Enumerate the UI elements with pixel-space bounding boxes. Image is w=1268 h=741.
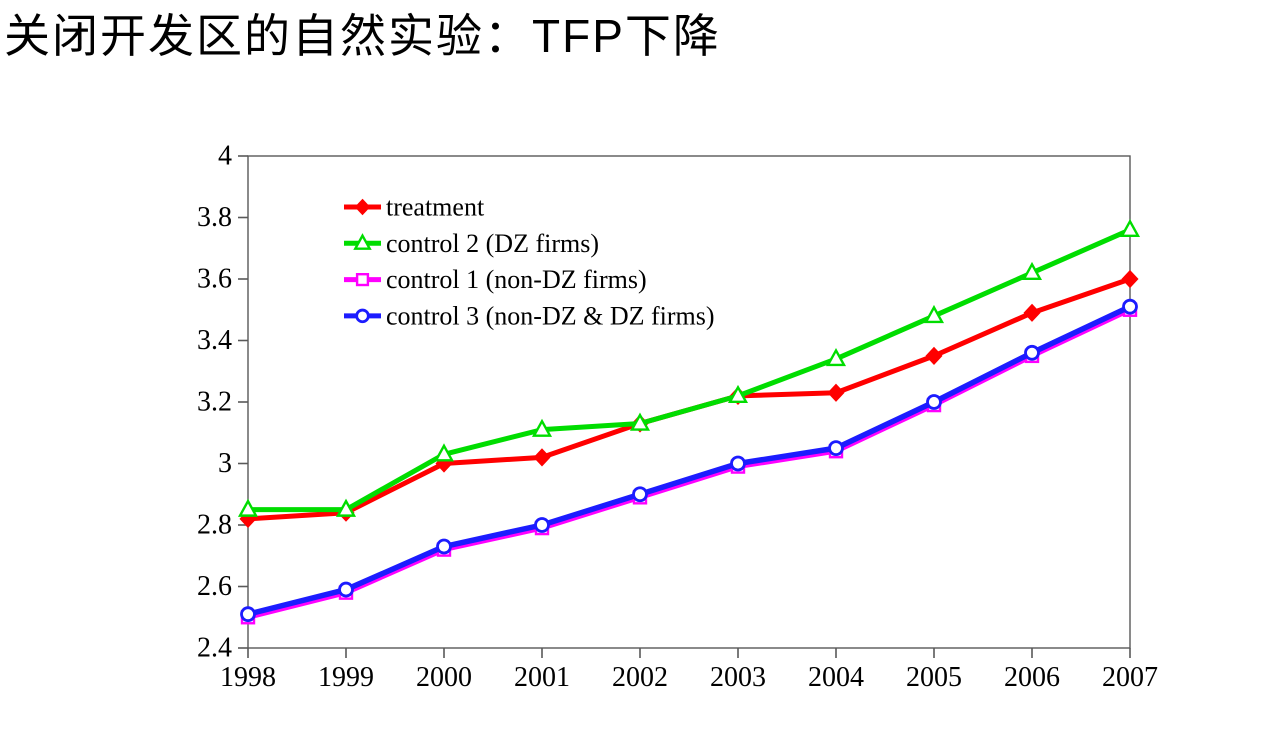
circle-icon: [240, 606, 256, 623]
y-axis-tick-label: 2.8: [197, 510, 232, 541]
legend-item: control 1 (non-DZ firms): [344, 265, 647, 294]
x-axis-tick-label: 1999: [318, 662, 374, 693]
triangle-icon: [825, 347, 847, 367]
x-axis-tick-label: 2000: [416, 662, 472, 693]
circle-icon: [926, 394, 942, 410]
x-axis-tick-label: 2005: [906, 662, 962, 693]
y-axis-tick-label: 4: [218, 141, 232, 172]
triangle-icon: [335, 498, 357, 517]
y-axis-tick-label: 3.8: [197, 202, 232, 233]
x-axis-tick-label: 2001: [514, 662, 570, 693]
circle-icon: [436, 538, 452, 555]
triangle-icon: [237, 498, 259, 517]
diamond-icon: [1121, 269, 1139, 289]
series-line-control-2-dz-firms-: [245, 227, 1133, 513]
y-axis-tick-label: 3: [218, 448, 232, 479]
x-axis-tick-label: 2004: [808, 662, 864, 693]
legend-label: control 1 (non-DZ firms): [386, 265, 647, 294]
circle-icon: [828, 440, 844, 457]
triangle-icon: [531, 418, 553, 437]
circle-icon: [338, 581, 354, 598]
y-axis-tick-label: 2.6: [197, 571, 232, 602]
series-line-control-1-non-dz-firms-: [245, 307, 1133, 620]
diamond-icon: [354, 198, 371, 216]
square-icon: [355, 273, 370, 287]
x-axis-tick-label: 2003: [710, 662, 766, 693]
triangle-icon: [727, 384, 749, 404]
x-axis-tick-label: 2006: [1004, 662, 1060, 693]
triangle-icon: [923, 304, 945, 324]
legend-label: treatment: [386, 193, 485, 222]
diamond-icon: [1023, 303, 1041, 322]
circle-icon: [355, 308, 370, 324]
y-axis-tick-label: 3.6: [197, 264, 232, 295]
circle-icon: [632, 486, 648, 503]
triangle-icon: [353, 233, 372, 250]
circle-icon: [1024, 344, 1040, 361]
diamond-icon: [827, 383, 845, 402]
y-axis-tick-label: 3.2: [197, 387, 232, 418]
page-title: 关闭开发区的自然实验：TFP下降: [4, 10, 721, 62]
legend-item: control 2 (DZ firms): [344, 229, 599, 258]
x-axis-tick-label: 2002: [612, 662, 668, 693]
triangle-icon: [433, 443, 455, 462]
x-axis-tick-label: 1998: [220, 662, 276, 693]
diamond-icon: [533, 448, 551, 467]
circle-icon: [534, 517, 550, 533]
triangle-icon: [1021, 261, 1043, 281]
series-line-control-3-non-dz-dz-firms-: [245, 303, 1133, 617]
y-axis-tick-label: 2.4: [197, 633, 232, 664]
triangle-icon: [629, 412, 651, 431]
legend-label: control 2 (DZ firms): [386, 229, 599, 258]
circle-icon: [1122, 298, 1138, 315]
circle-icon: [730, 455, 746, 472]
diamond-icon: [925, 346, 943, 365]
legend-label: control 3 (non-DZ & DZ firms): [386, 301, 715, 330]
legend-item: control 3 (non-DZ & DZ firms): [344, 301, 715, 330]
triangle-icon: [1119, 218, 1141, 237]
x-axis-tick-label: 2007: [1102, 662, 1158, 693]
y-axis-tick-label: 3.4: [197, 325, 232, 356]
